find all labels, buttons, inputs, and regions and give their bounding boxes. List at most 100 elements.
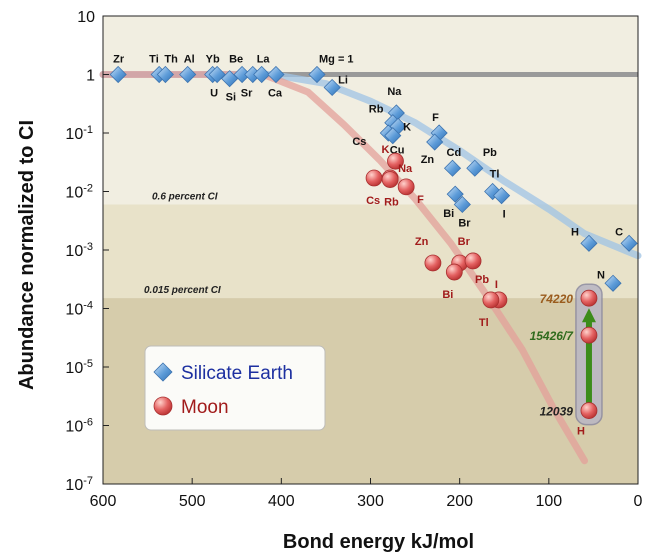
legend-marker-silicate-earth — [153, 362, 173, 382]
legend-box — [144, 345, 326, 431]
earth-label-bi: Bi — [443, 208, 454, 220]
x-tick-label-300: 300 — [357, 493, 384, 510]
earth-point-cu[interactable] — [384, 127, 402, 145]
moon-label-cs: Cs — [366, 195, 380, 207]
moon-label-tl: Tl — [479, 317, 489, 329]
moon-label-k: K — [381, 144, 389, 156]
moon-label-h: H — [577, 426, 585, 438]
trend-curve-moon — [99, 71, 588, 465]
earth-point-al[interactable] — [179, 65, 197, 84]
earth-label-al: Al — [184, 54, 195, 66]
moon-point-k[interactable] — [387, 152, 404, 170]
earth-label-h: H — [571, 226, 579, 238]
earth-point-ca[interactable] — [267, 65, 285, 84]
moon-label-i: I — [495, 279, 498, 291]
earth-point-si[interactable] — [221, 70, 239, 88]
earth-label-tl: Tl — [490, 169, 500, 181]
sample-label-15426-7: 15426/7 — [530, 329, 575, 343]
moon-point-h-2[interactable] — [580, 326, 598, 344]
x-tick-label-0: 0 — [634, 493, 643, 510]
y-tick-label-5: 10-2 — [65, 183, 93, 202]
moon-point-bi[interactable] — [445, 263, 463, 281]
moon-label-pb: Pb — [475, 274, 489, 286]
earth-label-si: Si — [226, 92, 236, 104]
legend-marker-moon — [153, 396, 173, 416]
earth-label-zn: Zn — [421, 154, 435, 166]
moon-label-rb: Rb — [384, 197, 399, 209]
sample-label-12039: 12039 — [540, 405, 574, 419]
earth-point-br[interactable] — [453, 195, 471, 214]
earth-label-f: F — [432, 112, 439, 124]
earth-point-zr[interactable] — [109, 65, 127, 84]
band-label-1: 0.015 percent CI — [144, 285, 221, 296]
earth-label-cs: Cs — [352, 136, 366, 148]
earth-label-zr: Zr — [113, 54, 125, 66]
moon-label-f: F — [417, 194, 424, 206]
y-tick-label-7: 1 — [86, 68, 95, 85]
x-tick-label-600: 600 — [90, 493, 117, 510]
moon-point-tl[interactable] — [482, 291, 500, 309]
earth-label-rb: Rb — [369, 104, 384, 116]
earth-point-mg-1[interactable] — [308, 65, 326, 84]
earth-label-n: N — [597, 269, 605, 281]
earth-label-la: La — [257, 54, 271, 66]
moon-label-bi: Bi — [442, 289, 453, 301]
earth-point-la[interactable] — [253, 65, 271, 84]
band-0 — [103, 204, 638, 299]
earth-point-pb[interactable] — [466, 159, 484, 177]
earth-label-sr: Sr — [241, 88, 253, 100]
x-axis-title: Bond energy kJ/mol — [283, 531, 474, 553]
x-tick-label-400: 400 — [268, 493, 295, 510]
earth-label-na: Na — [387, 86, 402, 98]
legend-label-silicate-earth: Silicate Earth — [181, 363, 293, 384]
earth-label-ti: Ti — [149, 54, 159, 66]
moon-label-na: Na — [398, 163, 413, 175]
earth-label-mg-1: Mg = 1 — [319, 54, 354, 66]
y-axis-title: Abundance normalized to CI — [16, 120, 38, 390]
moon-point-h-3[interactable] — [580, 402, 598, 419]
earth-point-zn[interactable] — [426, 133, 444, 151]
earth-label-c: C — [615, 226, 623, 238]
legend-label-moon: Moon — [181, 397, 229, 418]
moon-point-f[interactable] — [397, 178, 415, 196]
moon-point-h-1[interactable] — [580, 289, 598, 307]
x-tick-label-500: 500 — [179, 493, 206, 510]
earth-label-be: Be — [229, 54, 243, 66]
moon-label-zn: Zn — [415, 236, 429, 248]
earth-label-ca: Ca — [268, 88, 283, 100]
y-tick-label-4: 10-3 — [65, 241, 93, 260]
earth-point-th[interactable] — [156, 65, 174, 84]
y-tick-label-8: 10 — [77, 9, 95, 26]
band-label-0: 0.6 percent CI — [152, 191, 218, 202]
earth-point-li[interactable] — [323, 78, 341, 97]
earth-point-c[interactable] — [620, 234, 638, 252]
earth-label-li: Li — [338, 74, 348, 86]
earth-point-bi[interactable] — [446, 185, 464, 203]
moon-point-zn[interactable] — [424, 254, 442, 272]
sample-label-74220: 74220 — [540, 292, 574, 306]
earth-point-cd[interactable] — [443, 159, 462, 177]
earth-label-k: K — [403, 121, 411, 133]
x-tick-label-100: 100 — [535, 493, 562, 510]
earth-label-yb: Yb — [206, 54, 220, 66]
earth-point-i[interactable] — [493, 187, 511, 205]
earth-label-th: Th — [164, 54, 178, 66]
earth-label-br: Br — [458, 217, 471, 229]
earth-label-u: U — [210, 88, 218, 100]
y-tick-label-3: 10-4 — [65, 300, 93, 319]
earth-point-u[interactable] — [208, 65, 226, 84]
moon-point-pb[interactable] — [464, 252, 482, 270]
moon-label-br: Br — [458, 236, 471, 248]
moon-point-cs[interactable] — [365, 169, 383, 187]
earth-label-i: I — [503, 209, 506, 221]
y-tick-label-2: 10-5 — [65, 358, 93, 377]
earth-label-cd: Cd — [447, 147, 462, 159]
y-tick-label-1: 10-6 — [65, 417, 93, 436]
earth-point-n[interactable] — [604, 274, 622, 292]
hydrogen-arrow-head — [581, 308, 596, 323]
moon-point-rb[interactable] — [381, 171, 399, 188]
earth-label-pb: Pb — [483, 147, 497, 159]
earth-point-h[interactable] — [580, 234, 598, 252]
y-tick-label-0: 10-7 — [65, 475, 93, 494]
